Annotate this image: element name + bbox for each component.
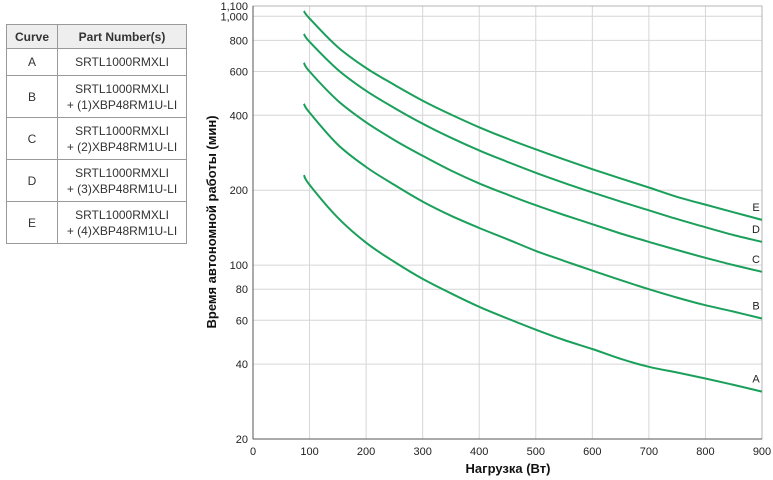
legend-row: E SRTL1000RMXLI + (4)XBP48RM1U-LI	[6, 201, 187, 244]
legend-row: C SRTL1000RMXLI + (2)XBP48RM1U-LI	[6, 117, 187, 160]
y-tick-label: 100	[230, 260, 248, 272]
legend-row: B SRTL1000RMXLI + (1)XBP48RM1U-LI	[6, 75, 187, 118]
legend-part-line2: + (4)XBP48RM1U-LI	[66, 223, 178, 238]
legend-header-row: Curve Part Number(s)	[6, 24, 187, 49]
legend-part-cell: SRTL1000RMXLI + (4)XBP48RM1U-LI	[57, 201, 187, 244]
legend-row: A SRTL1000RMXLI	[6, 48, 187, 76]
x-tick-label: 700	[640, 446, 658, 458]
chart-series	[302, 10, 763, 393]
series-label-b: B	[752, 301, 759, 313]
series-label-a: A	[752, 374, 760, 386]
curve-legend-table: Curve Part Number(s) A SRTL1000RMXLI B S…	[6, 24, 187, 244]
legend-curve-cell: B	[6, 75, 58, 118]
series-line-b	[303, 103, 763, 320]
chart-axes	[252, 5, 763, 440]
legend-part-cell: SRTL1000RMXLI	[57, 48, 187, 76]
legend-part-line2: + (3)XBP48RM1U-LI	[66, 181, 178, 196]
x-tick-label: 0	[250, 446, 256, 458]
legend-header-curve: Curve	[6, 24, 58, 49]
series-label-e: E	[752, 202, 759, 214]
y-tick-label: 400	[230, 110, 248, 122]
x-tick-label: 200	[357, 446, 375, 458]
legend-part-line1: SRTL1000RMXLI	[75, 165, 169, 180]
legend-row: D SRTL1000RMXLI + (3)XBP48RM1U-LI	[6, 159, 187, 202]
y-tick-label: 200	[230, 185, 248, 197]
x-axis-label: Нагрузка (Вт)	[466, 461, 551, 476]
legend-part-line1: SRTL1000RMXLI	[75, 207, 169, 222]
x-tick-label: 500	[527, 446, 545, 458]
y-tick-label: 20	[236, 434, 248, 446]
x-tick-label: 400	[470, 446, 488, 458]
legend-part-line2: + (2)XBP48RM1U-LI	[66, 139, 178, 154]
legend-curve-cell: E	[6, 201, 58, 244]
series-label-c: C	[752, 254, 760, 266]
y-tick-label: 800	[230, 35, 248, 47]
x-tick-label: 800	[696, 446, 714, 458]
legend-part-line1: SRTL1000RMXLI	[75, 55, 169, 69]
x-tick-label: 900	[753, 446, 771, 458]
series-line-c	[303, 62, 763, 273]
y-axis-label: Время автономной работы (мин)	[204, 115, 219, 328]
chart-grid	[253, 6, 762, 439]
series-label-d: D	[752, 224, 760, 236]
y-tick-label: 600	[230, 66, 248, 78]
legend-part-cell: SRTL1000RMXLI + (1)XBP48RM1U-LI	[57, 75, 187, 118]
legend-part-cell: SRTL1000RMXLI + (2)XBP48RM1U-LI	[57, 117, 187, 160]
series-line-e	[303, 10, 763, 221]
y-tick-label: 40	[236, 359, 248, 371]
y-tick-label: 1,100	[220, 1, 248, 13]
legend-part-line2: + (1)XBP48RM1U-LI	[66, 97, 178, 112]
x-tick-label: 600	[583, 446, 601, 458]
legend-part-cell: SRTL1000RMXLI + (3)XBP48RM1U-LI	[57, 159, 187, 202]
series-line-d	[303, 33, 763, 243]
legend-part-line1: SRTL1000RMXLI	[75, 81, 169, 96]
y-tick-label: 60	[236, 315, 248, 327]
legend-curve-cell: A	[6, 48, 58, 76]
series-end-labels: A B C DE	[752, 202, 760, 386]
x-tick-label: 100	[300, 446, 318, 458]
series-line-a	[302, 174, 763, 393]
legend-part-line1: SRTL1000RMXLI	[75, 123, 169, 138]
x-tick-label: 300	[413, 446, 431, 458]
y-tick-label: 1,000	[220, 11, 248, 23]
y-tick-label: 80	[236, 284, 248, 296]
x-axis-ticks: 0 100 200 300 400 500 600 700 800 900	[250, 446, 771, 458]
legend-curve-cell: C	[6, 117, 58, 160]
